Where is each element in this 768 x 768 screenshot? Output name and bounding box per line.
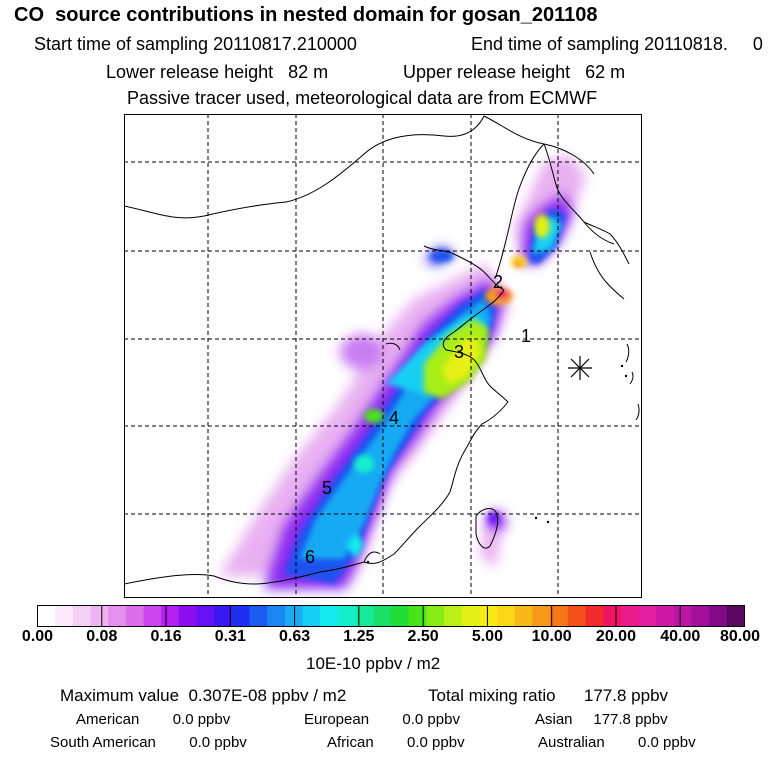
colorbar-cell — [479, 605, 498, 627]
colorbar-tick-label: 5.00 — [471, 628, 503, 645]
colorbar-cell — [161, 605, 180, 627]
colorbar-tick-label: 0.08 — [86, 628, 118, 645]
african-contribution: African 0.0 ppbv — [327, 734, 465, 751]
colorbar-cell — [585, 605, 604, 627]
concentration-map: 1 2 3 4 5 6 — [124, 114, 642, 598]
colorbar-cell — [726, 605, 745, 627]
colorbar-cell — [90, 605, 109, 627]
colorbar-tick-label: 0.16 — [150, 628, 182, 645]
colorbar-cell — [656, 605, 675, 627]
colorbar-cell — [373, 605, 392, 627]
colorbar-cell — [709, 605, 728, 627]
colorbar-cell — [108, 605, 127, 627]
colorbar-tick-label: 80.00 — [719, 628, 761, 645]
colorbar-cell — [638, 605, 657, 627]
european-contribution: European 0.0 ppbv — [304, 711, 460, 728]
graticule — [124, 114, 642, 598]
asian-contribution: Asian 177.8 ppbv — [535, 711, 668, 728]
plot-title: CO source contributions in nested domain… — [14, 4, 598, 26]
colorbar-cell — [550, 605, 569, 627]
region-label-4: 4 — [389, 408, 399, 428]
colorbar-tick-label: 0.00 — [21, 628, 54, 645]
australian-contribution: Australian 0.0 ppbv — [538, 734, 696, 751]
coastlines — [124, 115, 640, 585]
south-american-contribution: South American 0.0 ppbv — [50, 734, 247, 751]
colorbar-cell — [532, 605, 551, 627]
colorbar-cell — [673, 605, 692, 627]
colorbar-cell — [514, 605, 533, 627]
islands — [366, 364, 628, 564]
colorbar-cell — [302, 605, 321, 627]
region-label-1: 1 — [521, 326, 531, 346]
colorbar-cell — [320, 605, 339, 627]
colorbar-cell — [620, 605, 639, 627]
start-time-label: Start time of sampling 20110817.210000 — [34, 34, 357, 54]
colorbar-cell — [355, 605, 374, 627]
colorbar-cell — [196, 605, 215, 627]
colorbar-tick-label: 1.25 — [343, 628, 375, 645]
colorbar-tick-label: 0.63 — [279, 628, 311, 645]
colorbar-cell — [72, 605, 91, 627]
tracer-info-label: Passive tracer used, meteorological data… — [127, 88, 598, 108]
end-time-label: End time of sampling 20110818. 0 — [471, 34, 763, 54]
colorbar-tick-label: 2.50 — [407, 628, 439, 645]
colorbar-cell — [337, 605, 357, 627]
plume-field — [219, 154, 586, 589]
maximum-value-label: Maximum value 0.307E-08 ppbv / m2 — [60, 686, 347, 705]
colorbar-cell — [426, 605, 445, 627]
region-label-5: 5 — [322, 478, 332, 498]
region-label-6: 6 — [305, 547, 315, 567]
colorbar-tick-label: 10.00 — [531, 628, 572, 645]
colorbar-cell — [408, 605, 427, 627]
colorbar-cell — [267, 605, 286, 627]
colorbar-cell — [461, 605, 480, 627]
total-mixing-ratio-label: Total mixing ratio 177.8 ppbv — [428, 686, 669, 705]
colorbar-cell — [231, 605, 250, 627]
colorbar-cell — [249, 605, 268, 627]
colorbar-cell — [284, 605, 304, 627]
colorbar-cell — [55, 605, 74, 627]
colorbar-tick-label: 20.00 — [595, 628, 636, 645]
colorbar-cell — [603, 605, 622, 627]
colorbar-cell — [497, 605, 516, 627]
colorbar-cell — [567, 605, 586, 627]
region-label-2: 2 — [493, 272, 503, 292]
upper-release-height-label: Upper release height 62 m — [403, 62, 626, 82]
region-label-3: 3 — [454, 342, 464, 362]
colorbar-tick-label: 40.00 — [660, 628, 701, 645]
colorbar — [37, 605, 745, 627]
colorbar-cell — [37, 605, 56, 627]
map-frame — [124, 114, 642, 598]
lower-release-height-label: Lower release height 82 m — [106, 62, 329, 82]
american-contribution: American 0.0 ppbv — [76, 711, 231, 728]
colorbar-cell — [125, 605, 144, 627]
colorbar-units-label: 10E-10 ppbv / m2 — [306, 654, 441, 673]
region-labels: 1 2 3 4 5 6 — [305, 272, 531, 567]
asterisk-marker — [568, 356, 592, 380]
colorbar-cell — [214, 605, 233, 627]
colorbar-cell — [691, 605, 710, 627]
colorbar-cell — [143, 605, 162, 627]
colorbar-tick-label: 0.31 — [214, 628, 246, 645]
colorbar-cell — [178, 605, 197, 627]
colorbar-cell — [391, 605, 410, 627]
colorbar-cell — [444, 605, 463, 627]
